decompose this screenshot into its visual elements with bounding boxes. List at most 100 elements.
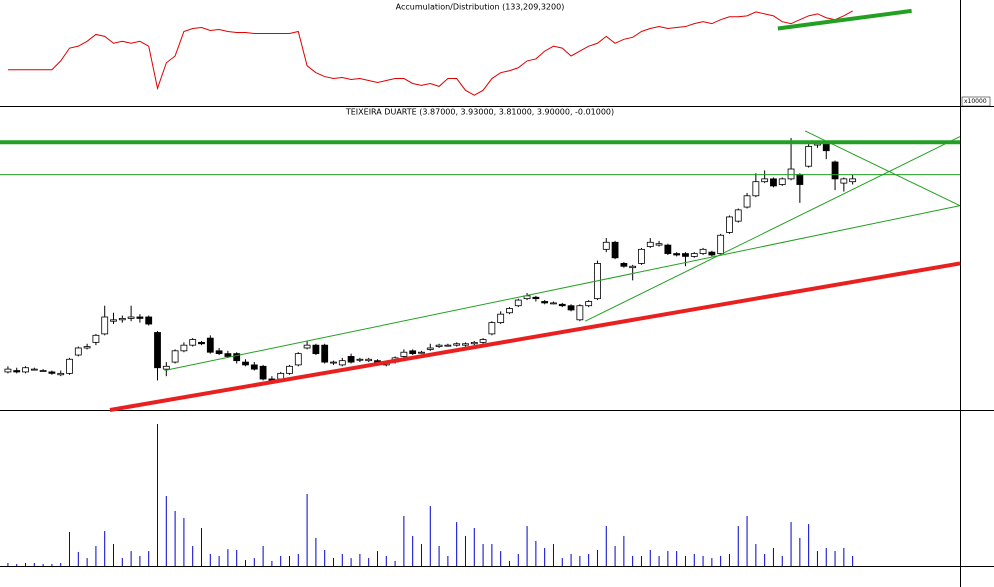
candle-body (39, 370, 47, 372)
candle-body (761, 178, 769, 183)
candle-body (162, 365, 170, 370)
candle-body (347, 356, 355, 363)
candle-body (233, 353, 241, 362)
candle-body (250, 364, 258, 370)
candle-body (127, 316, 135, 319)
candle-body (356, 358, 364, 361)
candle-body (752, 181, 760, 197)
candle-body (488, 322, 496, 335)
candle-body (118, 317, 126, 321)
candle-body (453, 343, 461, 346)
candle-body (541, 301, 549, 304)
candle-body (30, 368, 38, 371)
candle-body (312, 344, 320, 355)
candle-body (13, 370, 21, 373)
candle-body (171, 350, 179, 363)
candle-body (602, 241, 610, 250)
candle-body (444, 344, 452, 347)
candle-body (849, 178, 857, 183)
candle-body (57, 372, 65, 376)
candle-body (620, 263, 628, 267)
candle-body (778, 178, 786, 185)
candle-body (101, 316, 109, 335)
trend-line (777, 8, 912, 31)
candle-body (435, 344, 443, 347)
candle-body (198, 341, 205, 345)
candle-body (682, 253, 689, 257)
candle-body (400, 351, 408, 357)
labels: Accumulation/Distribution (133,209,3200)… (345, 3, 991, 117)
candle-body (690, 253, 698, 257)
candle-body (22, 367, 29, 373)
candle-body (514, 299, 522, 307)
candle-body (145, 316, 153, 325)
candle-body (338, 360, 346, 366)
candle-body (585, 301, 593, 307)
candle-body (66, 358, 73, 374)
candle-body (74, 347, 82, 356)
unit-label: x10000 (964, 98, 987, 105)
candle-body (92, 334, 100, 343)
candle-body (48, 371, 56, 374)
candle-body (787, 168, 795, 180)
candle-body (4, 368, 12, 373)
candle-body (321, 344, 329, 363)
candle-body (558, 303, 566, 307)
marks (0, 8, 961, 566)
candle-body (638, 248, 645, 264)
candle-body (215, 350, 223, 355)
candle-body (567, 305, 575, 311)
candle-body (726, 216, 733, 233)
trend-line (584, 136, 961, 322)
candle-body (242, 361, 249, 366)
candle-body (576, 305, 584, 321)
candle-body (796, 174, 804, 185)
candle-body (840, 178, 848, 184)
candle-body (717, 234, 725, 254)
candle-body (418, 351, 425, 354)
candle-body (462, 343, 469, 346)
candle-body (664, 244, 672, 254)
candle-body (426, 347, 434, 350)
candle-body (303, 344, 311, 349)
candle-body (286, 365, 293, 374)
candle-body (110, 319, 117, 322)
candle-body (330, 361, 337, 364)
candle-body (470, 341, 478, 345)
candle-body (497, 313, 505, 324)
panel-title: Accumulation/Distribution (133,209,3200) (396, 3, 565, 12)
trend-line (109, 261, 961, 412)
candle-body (831, 161, 839, 180)
trend-line (164, 205, 961, 372)
candle-body (734, 209, 742, 222)
candle-body (365, 358, 373, 362)
candle-body (550, 302, 557, 305)
ad-line (7, 10, 853, 96)
candle-body (532, 296, 540, 300)
candle-body (646, 241, 654, 247)
candle-body (805, 146, 813, 167)
candle-body (822, 143, 830, 152)
candle-body (673, 253, 681, 256)
candle-body (83, 346, 91, 349)
panel-title: TEIXEIRA DUARTE (3.87000, 3.93000, 3.810… (345, 108, 614, 117)
unit-box (961, 96, 991, 107)
candle-body (189, 339, 197, 346)
candle-body (770, 178, 777, 187)
candle-body (655, 243, 663, 246)
candle-body (180, 344, 188, 352)
candle-body (699, 248, 707, 254)
candle-body (479, 339, 487, 343)
candle-body (136, 316, 144, 319)
candle-body (277, 372, 285, 380)
candle-body (743, 195, 751, 208)
trend-line (804, 130, 961, 207)
candle-body (294, 353, 302, 366)
candle-body (409, 350, 417, 355)
candle-body (629, 265, 637, 269)
candle-body (224, 353, 232, 357)
candle-body (154, 332, 161, 369)
candle-body (708, 251, 716, 256)
